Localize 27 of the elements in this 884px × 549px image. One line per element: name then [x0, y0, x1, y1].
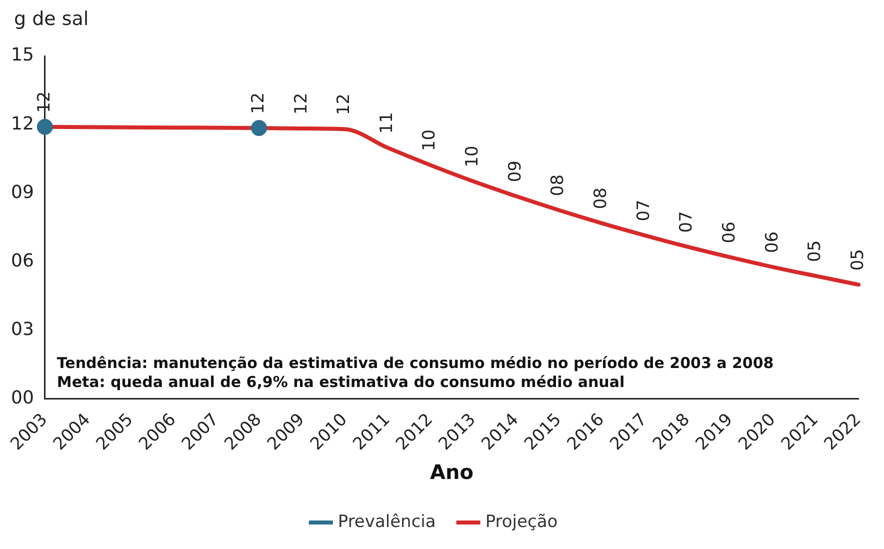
annotation: Tendência: manutenção da estimativa de consumo médio no período de 2003 a 2008: [56, 354, 774, 372]
y-tick-label: 00: [11, 388, 34, 409]
y-tick-label: 03: [11, 319, 34, 340]
y-tick-label: 06: [11, 250, 34, 272]
data-label: 09: [505, 160, 526, 182]
data-label: 06: [720, 222, 740, 244]
y-tick-label: 12: [11, 113, 34, 134]
data-label: 10: [462, 146, 483, 168]
data-label: 12: [334, 94, 354, 116]
annotation: Meta: queda anual de 6,9% na estimativa do consumo médio anual: [56, 372, 625, 391]
data-label: 08: [548, 174, 568, 196]
data-label: 08: [591, 188, 612, 210]
y-axis-title: g de sal: [14, 8, 89, 30]
y-tick-label: 09: [11, 182, 34, 203]
data-label: 06: [762, 231, 782, 254]
data-label: 12: [291, 92, 312, 114]
legend-label: Prevalência: [338, 512, 436, 532]
legend-label: Projeção: [485, 512, 558, 532]
data-label: 10: [420, 129, 440, 152]
data-label: 12: [248, 92, 268, 114]
data-label: 05: [805, 240, 826, 262]
data-label: 05: [848, 249, 868, 271]
data-label: 07: [634, 200, 654, 222]
data-label: 07: [676, 211, 697, 233]
x-axis-title: Ano: [430, 460, 474, 484]
data-label: 11: [376, 112, 397, 134]
y-tick-label: 15: [11, 44, 34, 66]
